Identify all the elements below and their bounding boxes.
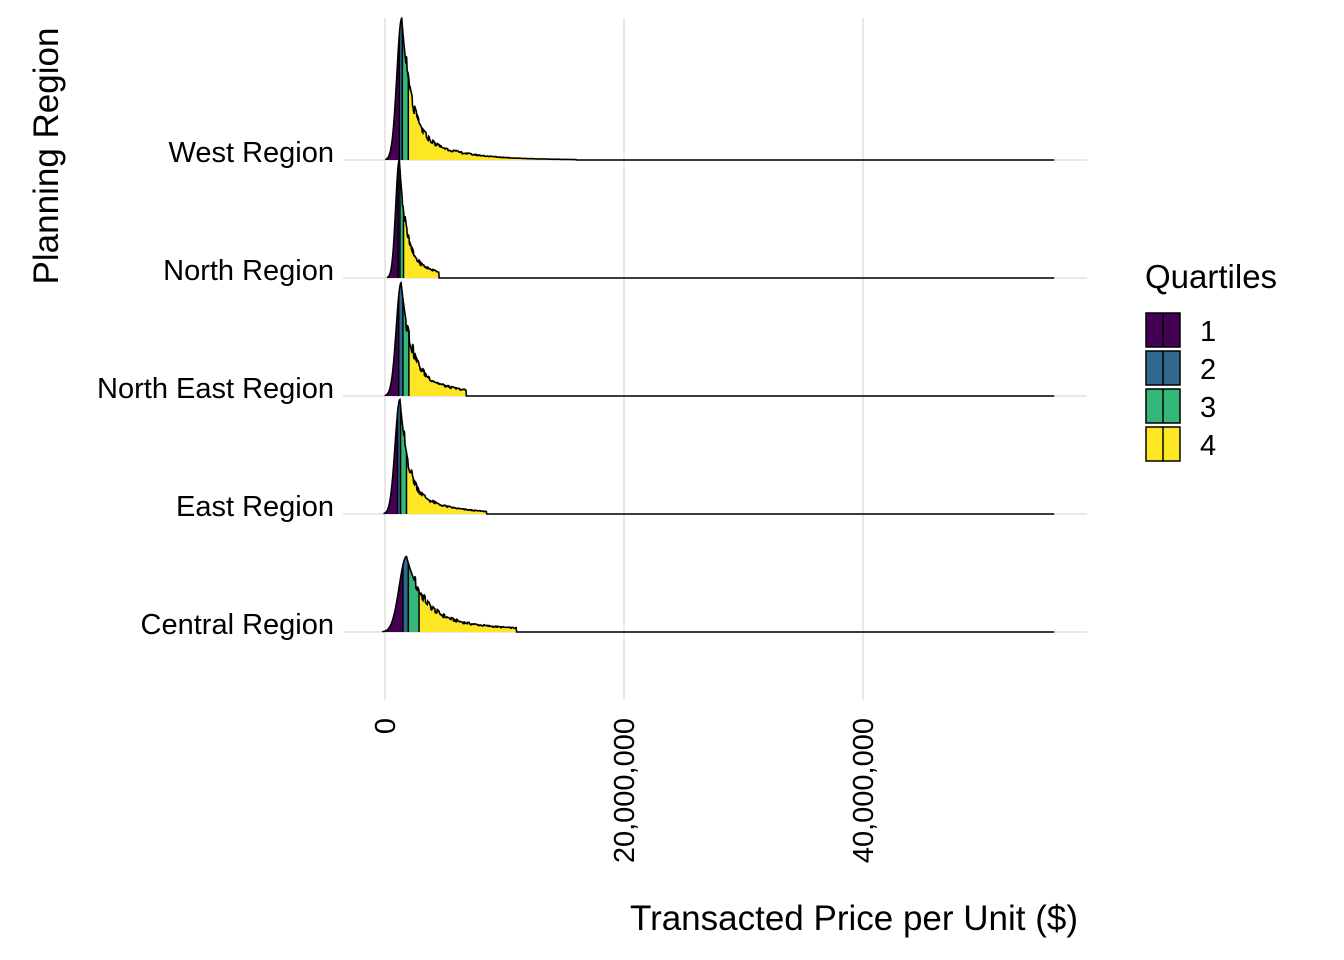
ridge-east-region bbox=[383, 397, 1055, 515]
x-tick-label: 0 bbox=[370, 718, 402, 734]
quartile-3-area bbox=[402, 298, 409, 396]
legend-key-1: 1 bbox=[1145, 312, 1216, 348]
quartile-2-area bbox=[402, 556, 409, 632]
y-tick-label: East Region bbox=[176, 491, 334, 523]
ridges bbox=[382, 16, 1055, 633]
legend-label: 4 bbox=[1200, 430, 1216, 462]
quartile-4-area bbox=[419, 591, 1055, 632]
y-tick-label: Central Region bbox=[141, 609, 334, 641]
legend-label: 3 bbox=[1200, 392, 1216, 424]
density-outline bbox=[385, 16, 1055, 161]
quartile-2-area bbox=[398, 282, 403, 396]
y-tick-label: West Region bbox=[169, 137, 335, 169]
ridge-north-region bbox=[386, 157, 1055, 279]
legend-label: 1 bbox=[1200, 316, 1216, 348]
y-axis-title: Planning Region bbox=[27, 28, 66, 285]
quartile-4-area bbox=[408, 76, 1055, 160]
density-outline bbox=[383, 397, 1055, 515]
quartile-1-area bbox=[384, 412, 398, 514]
density-outline bbox=[382, 555, 1055, 633]
legend-key-2: 2 bbox=[1145, 350, 1216, 386]
ridge-north-east-region bbox=[384, 281, 1055, 397]
quartile-4-area bbox=[408, 331, 1055, 396]
ridge-central-region bbox=[382, 555, 1055, 633]
quartile-3-area bbox=[400, 407, 407, 514]
quartile-1-area bbox=[387, 166, 399, 278]
legend-title: Quartiles bbox=[1145, 258, 1277, 295]
x-tick-label: 40,000,000 bbox=[848, 718, 880, 863]
legend: Quartiles 1 2 3 4 bbox=[1145, 258, 1277, 462]
y-tick-labels: Central Region East Region North East Regi… bbox=[97, 137, 334, 641]
quartile-3-area bbox=[408, 564, 420, 632]
x-axis-title: Transacted Price per Unit ($) bbox=[630, 899, 1078, 938]
x-tick-label: 20,000,000 bbox=[609, 718, 641, 863]
density-outline bbox=[384, 281, 1055, 397]
quartile-4-area bbox=[406, 453, 1055, 514]
legend-key-3: 3 bbox=[1145, 388, 1216, 424]
ridge-west-region bbox=[385, 16, 1055, 161]
quartile-3-area bbox=[399, 171, 404, 278]
x-tick-labels: 0 20,000,000 40,000,000 bbox=[370, 718, 880, 863]
quartile-1-area bbox=[385, 34, 400, 160]
quartile-1-area bbox=[385, 295, 399, 396]
y-tick-label: North Region bbox=[163, 255, 334, 287]
legend-key-4: 4 bbox=[1145, 426, 1216, 462]
quartile-4-area bbox=[403, 211, 1055, 278]
legend-label: 2 bbox=[1200, 354, 1216, 386]
quartile-3-area bbox=[402, 27, 409, 160]
grid-lines bbox=[343, 18, 1087, 700]
density-outline bbox=[386, 157, 1055, 279]
y-tick-label: North East Region bbox=[97, 373, 334, 405]
quartile-1-area bbox=[382, 565, 403, 632]
